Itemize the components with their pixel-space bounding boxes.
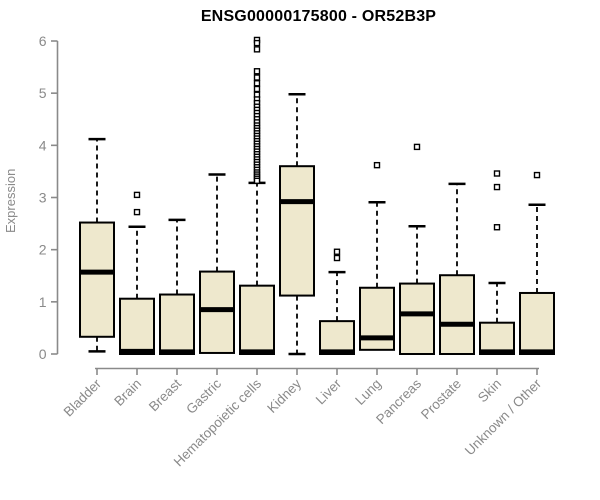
outlier-point	[253, 39, 261, 47]
x-tick-label-prostate: Prostate	[418, 376, 464, 422]
outlier-point	[333, 248, 341, 255]
box-bladder	[79, 137, 115, 353]
outlier-point	[493, 183, 501, 191]
outlier-point	[133, 208, 141, 216]
y-tick-label: 0	[39, 346, 47, 362]
outlier-point	[533, 171, 541, 179]
x-tick-label-bladder: Bladder	[61, 376, 105, 420]
outlier-point	[333, 254, 341, 262]
box-hematopoietic-cells	[239, 36, 275, 355]
iqr-box	[119, 297, 155, 356]
x-tick-label-brain: Brain	[111, 376, 144, 409]
box-breast	[159, 218, 195, 355]
outlier-point	[413, 143, 421, 151]
y-tick-label: 3	[39, 190, 47, 206]
x-tick-label-skin: Skin	[475, 376, 504, 405]
outlier-point	[253, 80, 261, 87]
outlier-point	[253, 177, 261, 185]
outlier-point	[133, 191, 141, 199]
x-tick-label-lung: Lung	[352, 376, 384, 408]
iqr-box	[519, 291, 555, 355]
x-tick-label-unknown-other: Unknown / Other	[462, 376, 545, 459]
iqr-box	[359, 286, 395, 351]
outlier-point	[493, 170, 501, 177]
box-skin	[479, 170, 515, 356]
y-tick-label: 2	[39, 242, 47, 258]
outlier-point	[373, 161, 381, 169]
y-axis: 0 1 2 3 4 5 6	[39, 33, 59, 362]
x-tick-label-liver: Liver	[313, 376, 345, 408]
iqr-box	[279, 165, 315, 297]
outlier-point	[493, 224, 501, 231]
box-pancreas	[399, 143, 435, 356]
y-tick-label: 6	[39, 33, 47, 49]
iqr-box	[399, 282, 435, 356]
y-tick-label: 4	[39, 137, 47, 153]
iqr-box	[79, 221, 115, 338]
box-kidney	[279, 92, 315, 356]
y-tick-label: 5	[39, 85, 47, 101]
iqr-box	[439, 274, 475, 355]
outlier-point	[253, 68, 261, 75]
box-brain	[119, 191, 155, 356]
outlier-point	[253, 46, 261, 53]
chart-title: ENSG00000175800 - OR52B3P	[200, 8, 437, 25]
box-gastric	[199, 173, 235, 354]
box-lung	[359, 161, 395, 351]
iqr-box	[319, 320, 355, 356]
box-prostate	[439, 182, 475, 355]
outlier-point	[253, 74, 261, 81]
box-unknown-other	[519, 171, 555, 355]
iqr-box	[199, 270, 235, 354]
iqr-box	[239, 284, 275, 355]
y-tick-label: 1	[39, 294, 47, 310]
iqr-box	[159, 293, 195, 355]
box-liver	[319, 248, 355, 356]
x-tick-label-breast: Breast	[146, 376, 184, 414]
outlier-point	[253, 85, 261, 93]
iqr-box	[479, 321, 515, 356]
x-tick-label-kidney: Kidney	[264, 376, 304, 416]
